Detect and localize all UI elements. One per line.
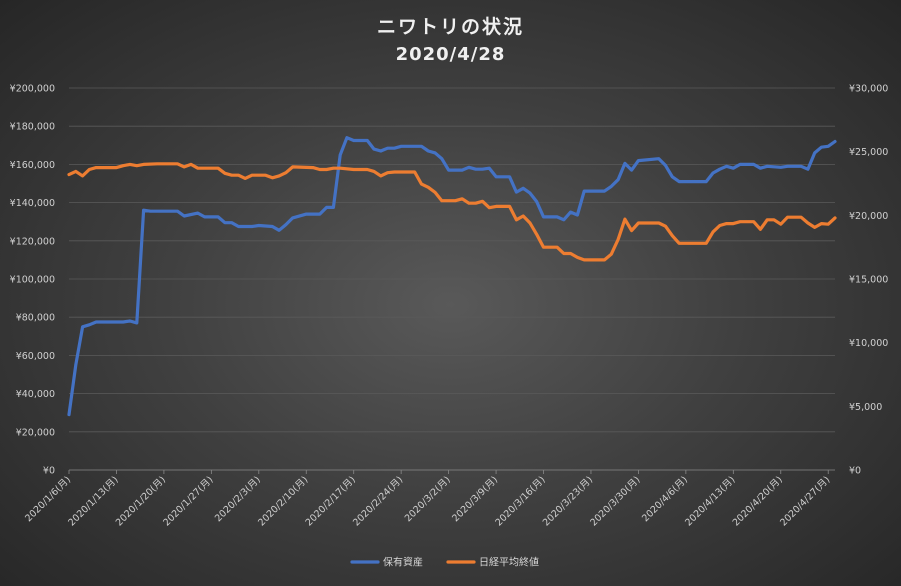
series-line-1: [67, 136, 837, 417]
series-lines: [67, 136, 837, 417]
x-tick-label: 2020/3/30(月): [588, 474, 642, 528]
x-tick-label: 2020/3/9(月): [450, 474, 500, 524]
left-axis: ¥0 ¥20,000 ¥40,000 ¥60,000 ¥80,000 ¥100,000 ¥1…: [10, 84, 55, 477]
right-tick-label: ¥25,000: [849, 147, 888, 158]
chart-subtitle: 2020/4/28: [395, 44, 506, 65]
legend-label: 保有資産: [383, 556, 423, 569]
x-tick-label: 2020/3/2(月): [403, 474, 453, 524]
right-tick-label: ¥30,000: [849, 84, 888, 95]
left-tick-label: ¥20,000: [16, 427, 55, 438]
x-tick-label: 2020/4/27(月): [778, 474, 832, 528]
x-tick-label: 2020/3/23(月): [541, 474, 595, 528]
x-tick-label: 2020/1/13(月): [66, 474, 120, 528]
x-tick-label: 2020/2/17(月): [304, 474, 358, 528]
left-tick-label: ¥200,000: [10, 84, 55, 95]
left-tick-label: ¥80,000: [16, 313, 55, 324]
left-tick-label: ¥0: [43, 466, 55, 477]
legend: 保有資産 日経平均終値: [350, 556, 539, 569]
right-tick-label: ¥20,000: [849, 211, 888, 222]
x-tick-label: 2020/2/24(月): [351, 474, 405, 528]
x-tick-label: 2020/2/10(月): [256, 474, 310, 528]
x-tick-label: 2020/1/27(月): [161, 474, 215, 528]
left-tick-label: ¥60,000: [16, 351, 55, 362]
right-tick-label: ¥10,000: [849, 338, 888, 349]
left-tick-label: ¥120,000: [10, 236, 55, 247]
left-tick-label: ¥160,000: [10, 160, 55, 171]
right-axis: ¥0 ¥5,000 ¥10,000 ¥15,000 ¥20,000 ¥25,000 ¥30,…: [849, 84, 888, 477]
legend-label: 日経平均終値: [479, 556, 539, 569]
grid-lines: [69, 87, 835, 471]
left-tick-label: ¥100,000: [10, 275, 55, 286]
x-axis: 2020/1/6(月)2020/1/13(月)2020/1/20(月)2020/…: [23, 470, 832, 529]
right-tick-label: ¥15,000: [849, 275, 888, 286]
x-tick-label: 2020/1/20(月): [114, 474, 168, 528]
right-tick-label: ¥0: [849, 466, 861, 477]
x-tick-label: 2020/4/6(月): [640, 474, 690, 524]
x-tick-label: 2020/2/3(月): [213, 474, 263, 524]
x-tick-label: 2020/3/16(月): [493, 474, 547, 528]
chart-title: ニワトリの状況: [376, 16, 524, 38]
left-tick-label: ¥180,000: [10, 122, 55, 133]
series-line-2: [67, 162, 837, 262]
x-tick-label: 2020/1/6(月): [23, 474, 73, 524]
x-tick-label: 2020/4/20(月): [731, 474, 785, 528]
right-tick-label: ¥5,000: [849, 402, 882, 413]
x-tick-label: 2020/4/13(月): [683, 474, 737, 528]
left-tick-label: ¥140,000: [10, 198, 55, 209]
left-tick-label: ¥40,000: [16, 389, 55, 400]
